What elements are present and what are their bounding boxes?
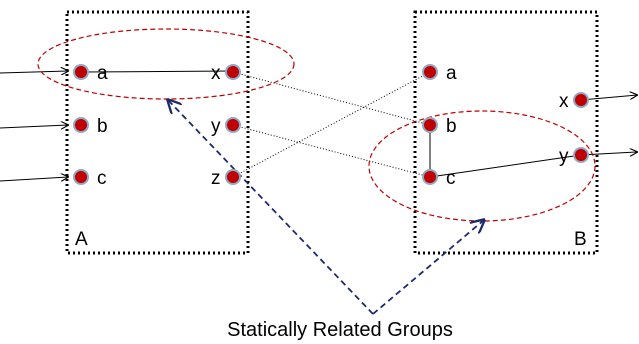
port-b-a — [422, 64, 438, 80]
caption-arrow-right — [372, 220, 484, 315]
output-arrow-x — [580, 95, 637, 101]
label-a-input-a: a — [97, 63, 108, 84]
port-b-y — [573, 147, 589, 163]
group-ellipse-a — [37, 28, 295, 100]
port-b-x — [573, 92, 589, 108]
box-b — [413, 10, 599, 255]
input-arrow-b — [0, 125, 68, 128]
label-b-output-y: y — [559, 146, 569, 167]
port-a-b — [73, 117, 89, 133]
port-a-a — [73, 64, 89, 80]
wire-a-a-to-x — [80, 70, 234, 73]
port-a-z — [225, 169, 241, 185]
output-arrow-y — [580, 152, 637, 155]
caption-arrow-left — [168, 100, 374, 315]
port-b-c — [422, 169, 438, 185]
caption: Statically Related Groups — [227, 319, 453, 341]
link-ay-bc — [232, 124, 431, 178]
label-b-input-a: a — [446, 63, 457, 84]
box-b-label: B — [574, 229, 587, 250]
label-b-output-x: x — [559, 91, 569, 112]
label-b-input-b: b — [446, 116, 457, 137]
input-arrow-a — [0, 71, 68, 73]
port-a-x — [225, 64, 241, 80]
label-a-output-z: z — [211, 168, 221, 189]
label-b-input-c: c — [446, 168, 456, 189]
input-arrow-c — [0, 177, 68, 182]
label-a-output-y: y — [211, 116, 221, 137]
label-a-output-x: x — [211, 63, 221, 84]
port-a-y — [225, 117, 241, 133]
port-a-c — [73, 169, 89, 185]
link-ax-bb — [232, 71, 431, 126]
link-az-ba — [232, 71, 431, 178]
group-ellipse-b — [368, 110, 596, 222]
port-b-b — [422, 117, 438, 133]
label-a-input-c: c — [97, 168, 107, 189]
label-a-input-b: b — [97, 116, 108, 137]
box-a-label: A — [75, 229, 88, 250]
box-a — [65, 10, 250, 255]
wire-b-c-to-y — [429, 154, 582, 178]
